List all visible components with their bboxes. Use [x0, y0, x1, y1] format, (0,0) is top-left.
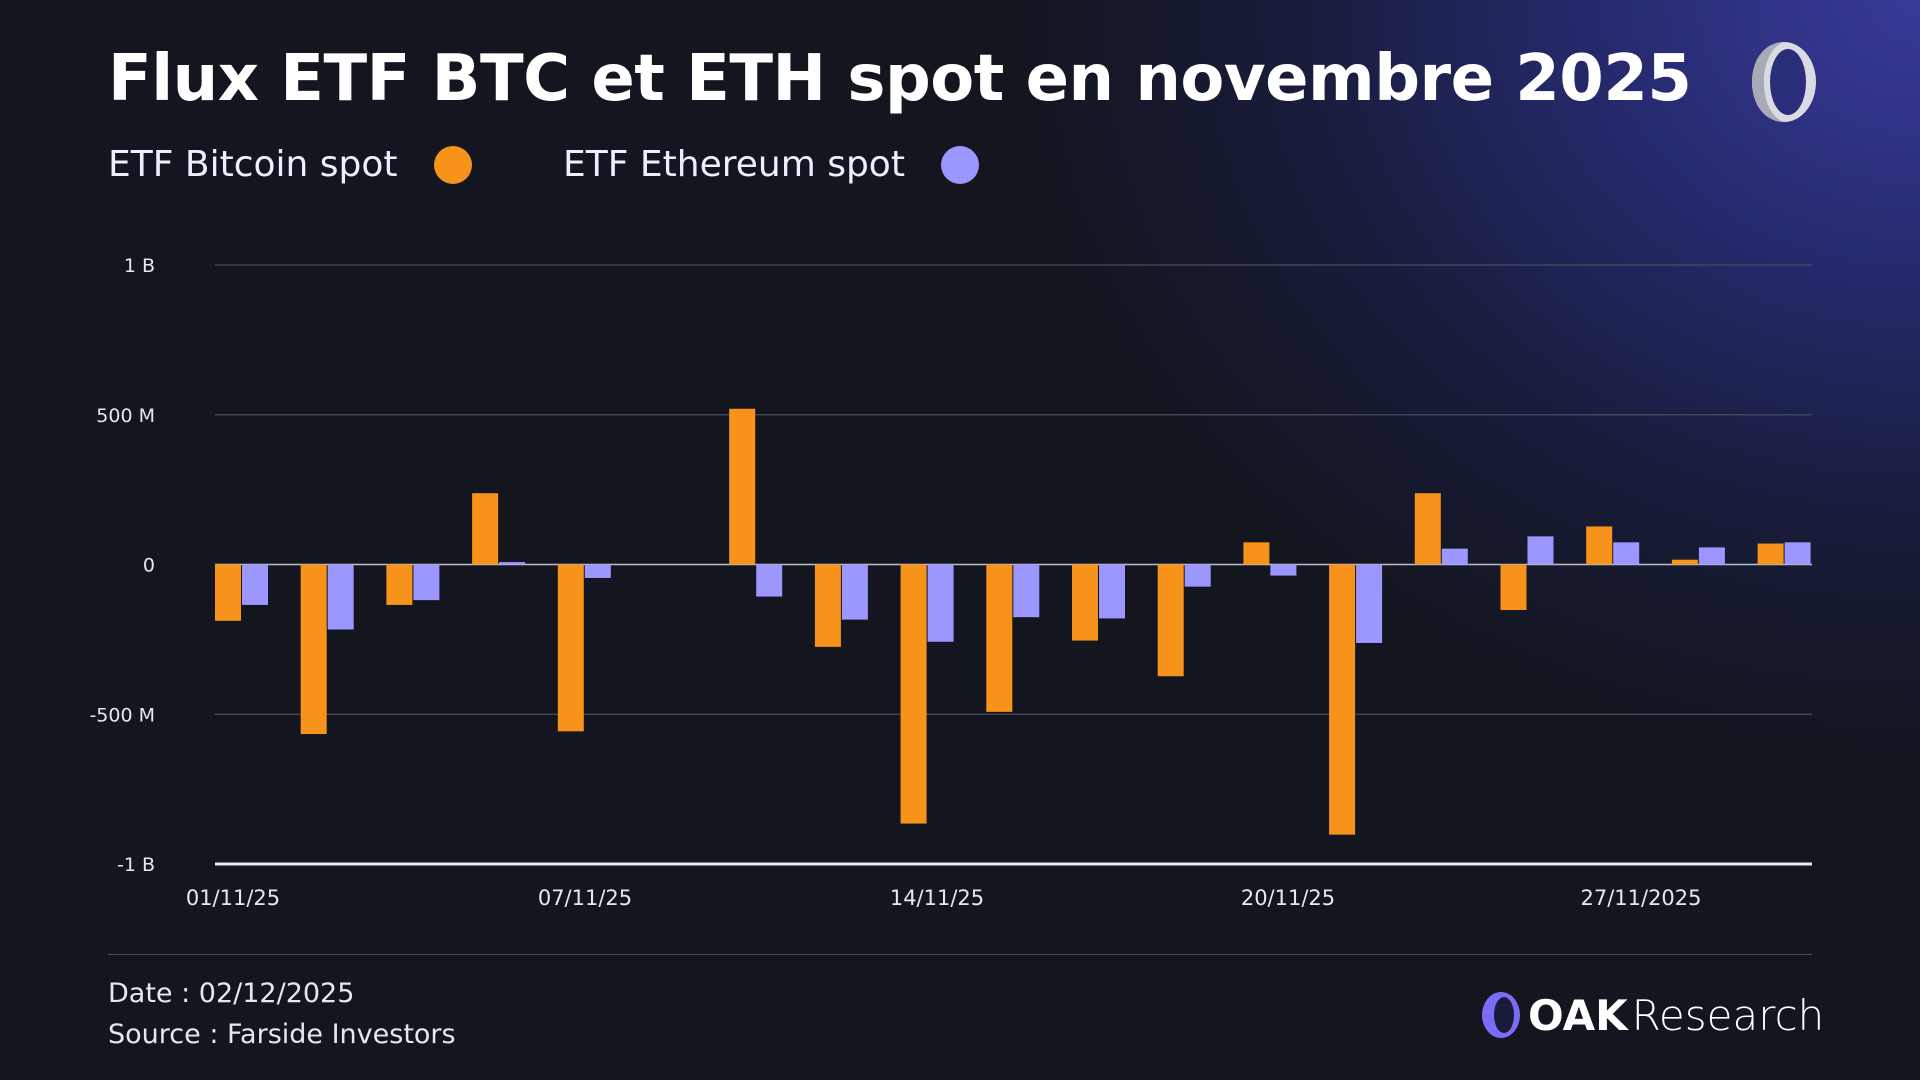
y-tick-label: -500 M	[89, 704, 155, 726]
bar-btc-15	[1500, 564, 1527, 611]
bar-eth-8	[927, 564, 954, 642]
bar-btc-11	[1157, 564, 1184, 677]
bar-eth-18	[1784, 542, 1811, 565]
bar-eth-4	[584, 564, 611, 578]
bar-eth-9	[1013, 564, 1040, 618]
footer-source: Source : Farside Investors	[108, 1019, 456, 1050]
bar-btc-17	[1671, 559, 1698, 565]
oak-brand-icon	[1482, 992, 1520, 1038]
footer-date: Date : 02/12/2025	[108, 978, 355, 1009]
bar-btc-1	[300, 564, 327, 735]
bar-btc-8	[900, 564, 927, 824]
brand-name-bold: OAK	[1528, 990, 1628, 1040]
bar-eth-10	[1099, 564, 1125, 619]
bar-btc-2	[386, 564, 413, 605]
bar-btc-14	[1414, 493, 1441, 565]
bar-eth-0	[242, 564, 268, 605]
bar-eth-15	[1527, 536, 1554, 565]
bar-eth-11	[1184, 564, 1211, 587]
bar-eth-17	[1698, 547, 1725, 565]
bar-btc-16	[1586, 526, 1613, 565]
bar-btc-10	[1072, 564, 1098, 641]
bar-eth-7	[841, 564, 868, 620]
bar-eth-13	[1356, 564, 1383, 643]
x-tick-label: 14/11/25	[890, 886, 984, 910]
legend-item-bitcoin: ETF Bitcoin spot	[108, 144, 472, 185]
legend-item-ethereum: ETF Ethereum spot	[563, 144, 979, 185]
bar-eth-16	[1613, 542, 1640, 565]
bar-btc-3	[472, 493, 499, 565]
bar-btc-12	[1243, 542, 1270, 565]
x-tick-label: 27/11/2025	[1580, 886, 1701, 910]
bar-eth-1	[327, 564, 354, 630]
bar-eth-14	[1441, 548, 1468, 565]
bar-chart: 1 B 500 M 0 -500 M -1 B 01/11/25 07/11/25 14/11…	[89, 255, 1812, 910]
chart-title: Flux ETF BTC et ETH spot en novembre 202…	[108, 42, 1692, 116]
x-tick-label: 01/11/25	[186, 886, 280, 910]
x-tick-label: 07/11/25	[538, 886, 632, 910]
oak-logo-icon	[1752, 42, 1816, 122]
brand-logo: OAK Research	[1478, 990, 1824, 1040]
bar-btc-7	[814, 564, 841, 647]
y-tick-label: -1 B	[117, 854, 155, 876]
y-tick-label: 1 B	[124, 255, 155, 277]
legend-swatch-purple	[940, 145, 979, 184]
bar-btc-0	[215, 564, 241, 621]
bar-btc-6	[729, 408, 756, 565]
y-tick-label: 500 M	[96, 405, 155, 427]
bar-eth-2	[413, 564, 440, 601]
legend-label: ETF Bitcoin spot	[108, 144, 398, 185]
brand-name-light: Research	[1631, 990, 1825, 1040]
bar-btc-4	[557, 564, 584, 732]
bar-btc-13	[1329, 564, 1356, 835]
footer-divider	[108, 954, 1812, 955]
bar-eth-6	[756, 564, 783, 597]
bar-eth-12	[1270, 564, 1297, 576]
bar-btc-9	[986, 564, 1013, 712]
legend-swatch-orange	[433, 145, 472, 184]
legend-label: ETF Ethereum spot	[563, 144, 905, 185]
bar-eth-3	[499, 562, 526, 565]
bar-btc-18	[1757, 543, 1784, 565]
x-tick-label: 20/11/25	[1241, 886, 1335, 910]
y-tick-label: 0	[143, 555, 155, 577]
